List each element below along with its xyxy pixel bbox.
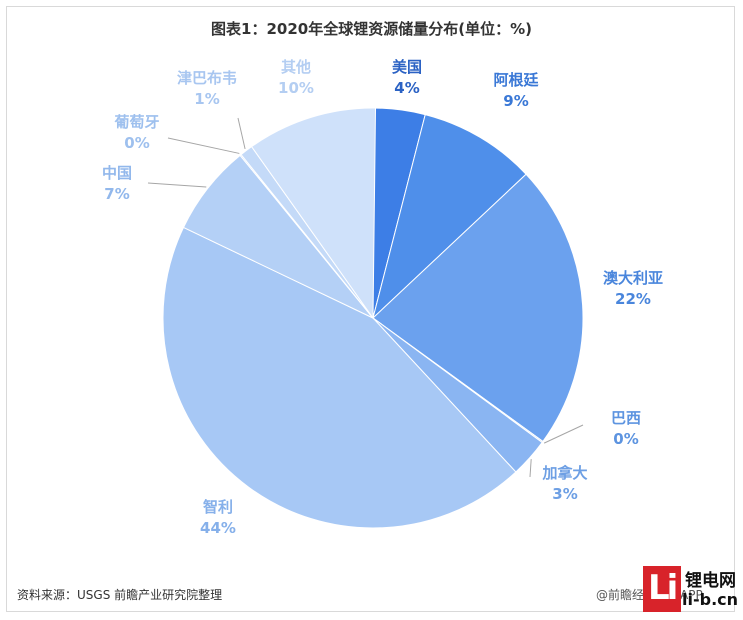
slice-其他 — [250, 107, 377, 320]
slice-value-葡萄牙: 0% — [124, 134, 149, 152]
slice-value-中国: 7% — [104, 185, 129, 203]
slice-name-中国: 中国 — [102, 164, 132, 182]
slice-value-巴西: 0% — [613, 430, 638, 448]
slice-value-加拿大: 3% — [552, 485, 577, 503]
slice-name-智利: 智利 — [203, 498, 233, 516]
slice-value-阿根廷: 9% — [503, 92, 528, 110]
leader-line-加拿大 — [529, 459, 532, 478]
slice-name-澳大利亚: 澳大利亚 — [603, 269, 663, 287]
leader-line-葡萄牙 — [167, 137, 240, 154]
pie-slices — [162, 107, 584, 529]
slice-labels: 美国 4% 阿根廷 9% 澳大利亚 22% 巴西 0% 加拿大 3% 智利 44% 中国 7% 葡萄牙 0% 津… — [102, 58, 663, 537]
source-note: 资料来源：USGS 前瞻产业研究院整理 — [17, 588, 223, 602]
slice-name-美国: 美国 — [392, 58, 422, 76]
slice-name-葡萄牙: 葡萄牙 — [113, 113, 159, 131]
leader-line-津巴布韦 — [237, 117, 246, 150]
leader-line-中国 — [147, 182, 207, 188]
slice-name-阿根廷: 阿根廷 — [493, 71, 539, 89]
slice-澳大利亚 — [372, 173, 584, 443]
chart-frame — [6, 6, 735, 612]
chart-title: 图表1：2020年全球锂资源储量分布(单位：%) — [211, 20, 532, 38]
slice-name-加拿大: 加拿大 — [541, 464, 587, 482]
slice-name-津巴布韦: 津巴布韦 — [177, 69, 237, 87]
slice-value-津巴布韦: 1% — [194, 90, 219, 108]
watermark-logo-glyph: Li — [648, 568, 678, 608]
slice-value-澳大利亚: 22% — [615, 290, 651, 308]
slice-value-美国: 4% — [394, 79, 419, 97]
slice-name-巴西: 巴西 — [611, 409, 641, 427]
slice-value-智利: 44% — [200, 519, 236, 537]
slice-value-其他: 10% — [278, 79, 314, 97]
slice-阿根廷 — [372, 113, 527, 320]
leader-lines — [147, 117, 584, 478]
watermark-site-en: li-b.cn — [682, 590, 739, 609]
watermark-site-cn: 锂电网 — [685, 571, 736, 591]
watermark-logo: Li — [643, 566, 681, 612]
slice-智利 — [162, 226, 517, 529]
slice-name-其他: 其他 — [281, 58, 311, 76]
leader-line-巴西 — [543, 424, 584, 444]
